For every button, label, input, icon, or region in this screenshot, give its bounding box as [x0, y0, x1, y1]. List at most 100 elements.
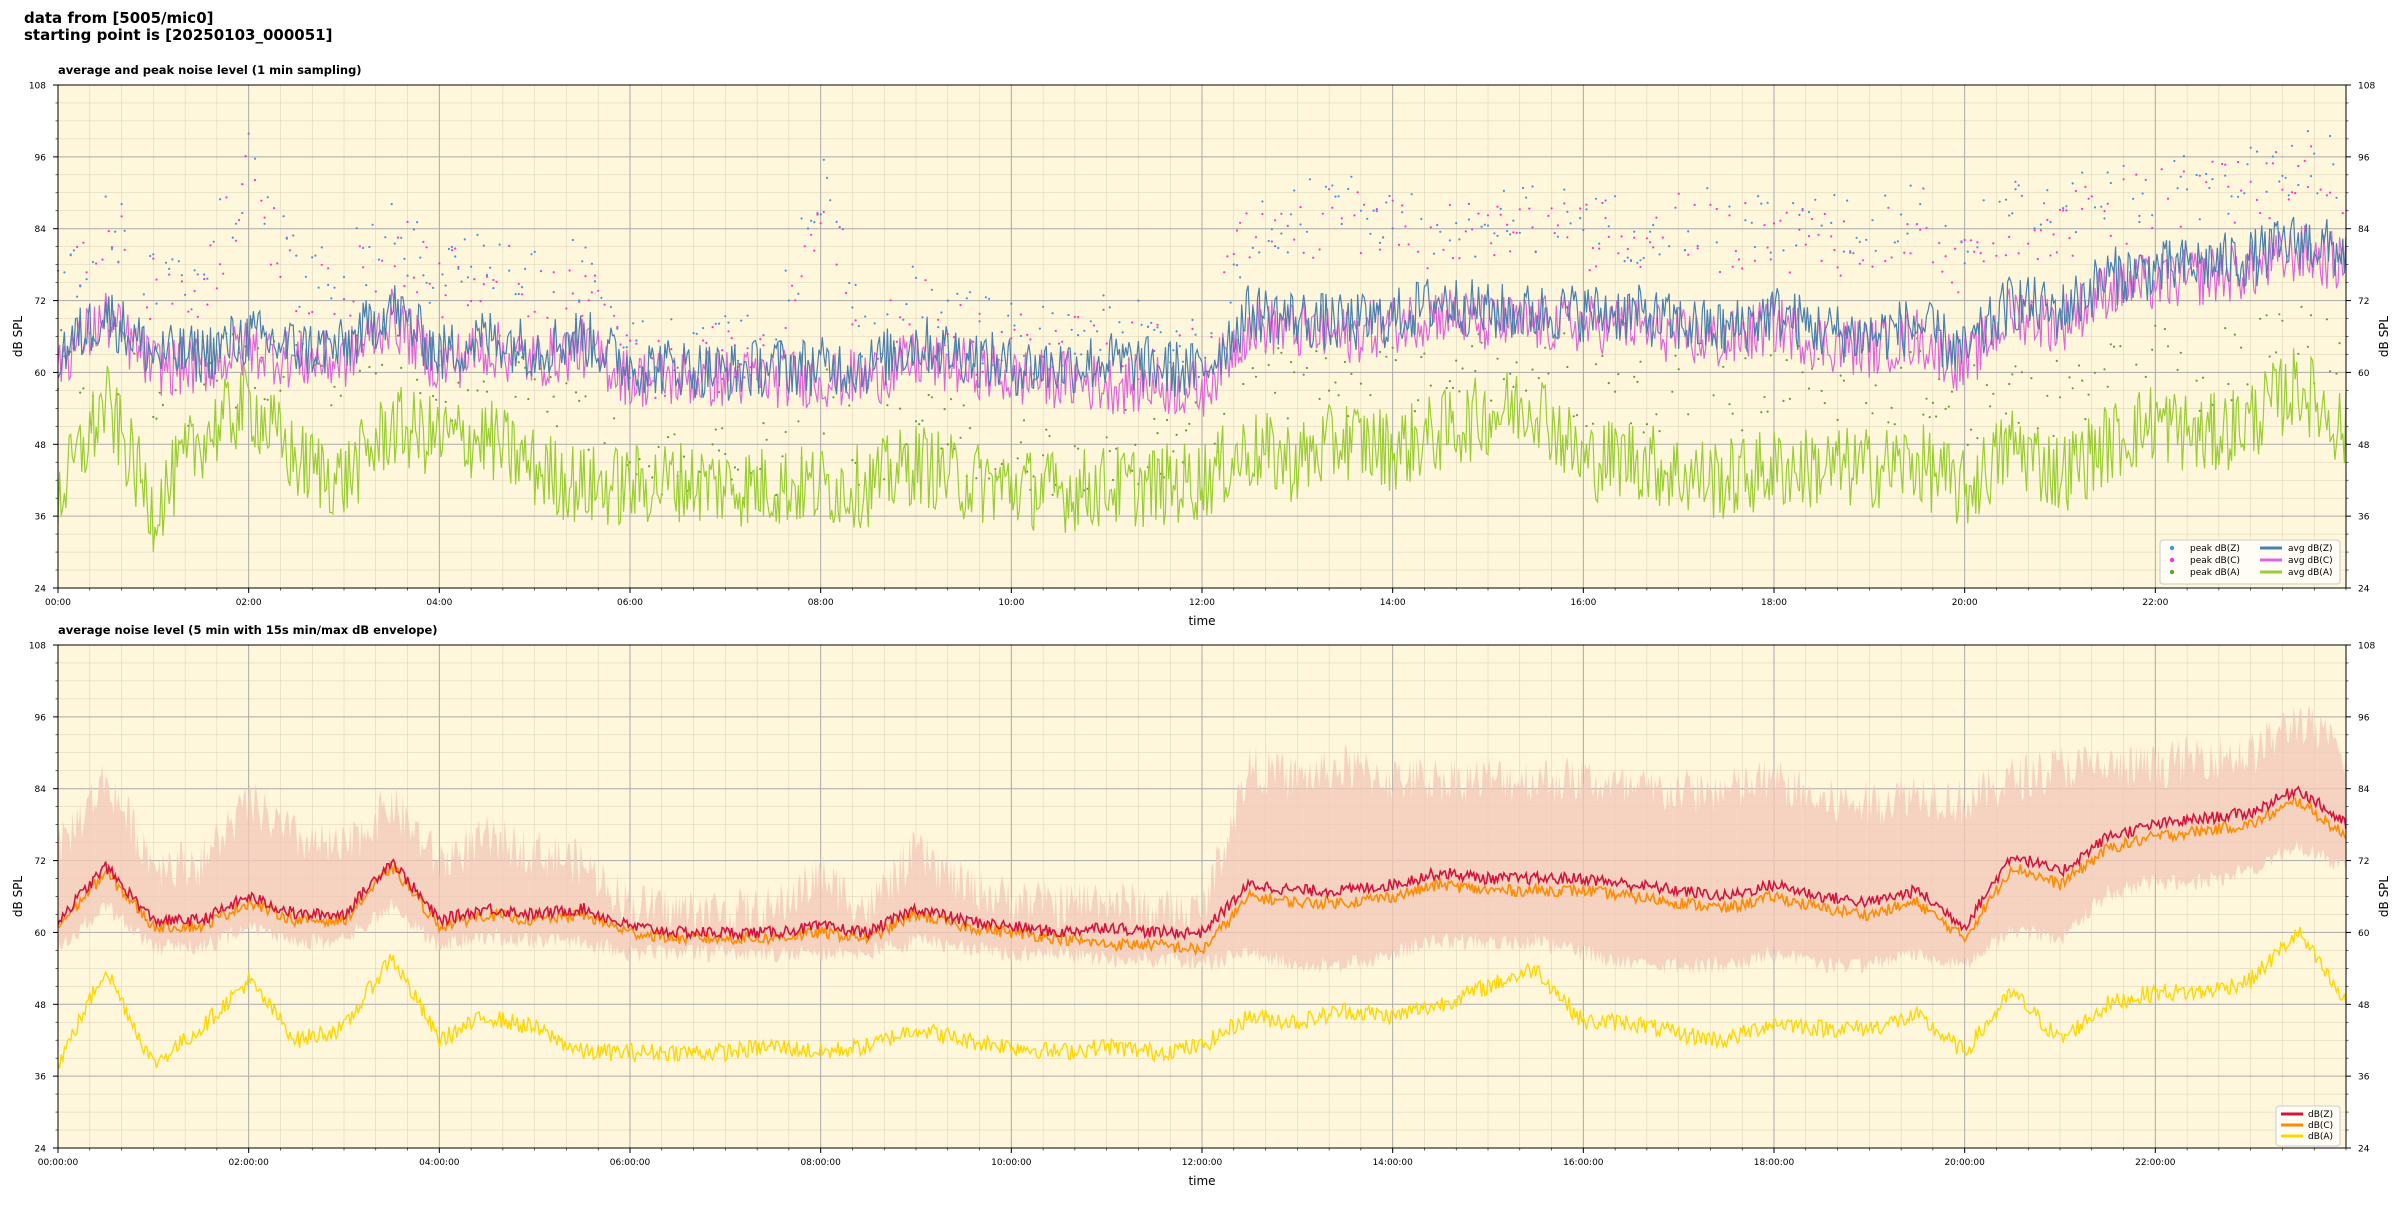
data-point — [1153, 417, 1156, 420]
data-point — [914, 420, 918, 423]
data-point — [1766, 201, 1769, 204]
data-point — [215, 379, 218, 382]
data-point — [1909, 184, 1912, 187]
data-point — [1210, 332, 1213, 335]
data-point — [1315, 350, 1318, 353]
data-point — [1045, 428, 1048, 431]
data-point — [2106, 171, 2109, 174]
data-point — [1353, 214, 1356, 217]
data-point — [485, 273, 489, 277]
data-point — [438, 262, 441, 265]
data-point — [638, 458, 641, 461]
data-point — [1636, 261, 1639, 264]
data-point — [273, 207, 276, 210]
data-point — [628, 339, 632, 342]
data-point — [374, 290, 377, 293]
data-point — [1420, 217, 1423, 221]
data-point — [158, 391, 161, 394]
data-point — [797, 292, 800, 295]
data-point — [1976, 241, 1979, 244]
data-point — [1626, 256, 1629, 259]
data-point — [1375, 208, 1378, 211]
data-point — [1467, 218, 1470, 221]
data-point — [1235, 264, 1239, 267]
data-point — [203, 273, 206, 276]
data-point — [930, 396, 934, 399]
data-point — [60, 329, 63, 332]
data-point — [2211, 160, 2214, 163]
data-point — [1706, 187, 1709, 190]
data-point — [1674, 354, 1677, 357]
data-point — [110, 246, 114, 249]
data-point — [648, 465, 651, 468]
data-point — [1299, 223, 1302, 226]
data-point — [2106, 385, 2109, 388]
data-point — [1471, 345, 1474, 348]
data-point — [120, 203, 123, 206]
data-point — [2103, 368, 2106, 371]
data-point — [1369, 232, 1372, 235]
data-point — [1010, 302, 1013, 305]
y-tick-label: 96 — [35, 713, 47, 723]
data-point — [1842, 250, 1845, 253]
data-point — [1629, 259, 1633, 263]
data-point — [822, 210, 825, 213]
data-point — [1506, 229, 1509, 233]
data-point — [1919, 228, 1922, 231]
data-point — [2287, 194, 2290, 197]
y-tick-label: 48 — [2358, 1001, 2370, 1011]
data-point — [2335, 196, 2338, 199]
data-point — [845, 291, 848, 295]
data-point — [2049, 254, 2052, 257]
legend-label: peak dB(A) — [2190, 568, 2240, 578]
data-point — [988, 477, 991, 480]
data-point — [1480, 225, 1483, 228]
y-tick-label: 96 — [2358, 153, 2370, 163]
data-point — [482, 283, 485, 286]
data-point — [895, 340, 899, 343]
data-point — [1423, 352, 1426, 355]
data-point — [2151, 348, 2154, 351]
data-point — [635, 342, 638, 345]
data-point — [714, 322, 717, 325]
data-point — [775, 493, 778, 497]
data-point — [155, 417, 158, 420]
data-point — [368, 365, 371, 369]
data-point — [784, 269, 787, 272]
data-point — [330, 404, 333, 407]
data-point — [1842, 220, 1845, 223]
data-point — [810, 219, 813, 222]
data-point — [76, 295, 79, 298]
data-point — [806, 227, 810, 230]
data-point — [1572, 415, 1575, 418]
data-point — [489, 266, 492, 269]
data-point — [1553, 231, 1556, 235]
data-point — [546, 410, 549, 413]
data-point — [79, 285, 82, 288]
data-point — [371, 223, 374, 226]
x-tick-label: 20:00:00 — [1944, 1158, 1985, 1168]
data-point — [431, 286, 435, 289]
data-point — [1299, 206, 1302, 209]
series-group — [56, 130, 2347, 552]
data-point — [142, 293, 145, 296]
data-point — [2309, 145, 2313, 148]
y-tick-label: 84 — [2358, 785, 2370, 795]
data-point — [2329, 370, 2332, 373]
data-point — [2211, 178, 2214, 181]
data-point — [533, 378, 536, 381]
data-point — [899, 407, 902, 410]
data-point — [63, 271, 66, 274]
data-point — [581, 314, 584, 317]
data-point — [1417, 250, 1420, 253]
data-point — [2008, 382, 2011, 386]
data-point — [555, 425, 559, 428]
data-point — [1801, 207, 1804, 211]
data-point — [2100, 205, 2103, 208]
data-point — [1509, 372, 1512, 375]
data-point — [1270, 240, 1273, 243]
data-point — [1277, 246, 1280, 250]
data-point — [149, 317, 152, 321]
data-point — [1150, 321, 1153, 324]
data-point — [1785, 211, 1788, 214]
